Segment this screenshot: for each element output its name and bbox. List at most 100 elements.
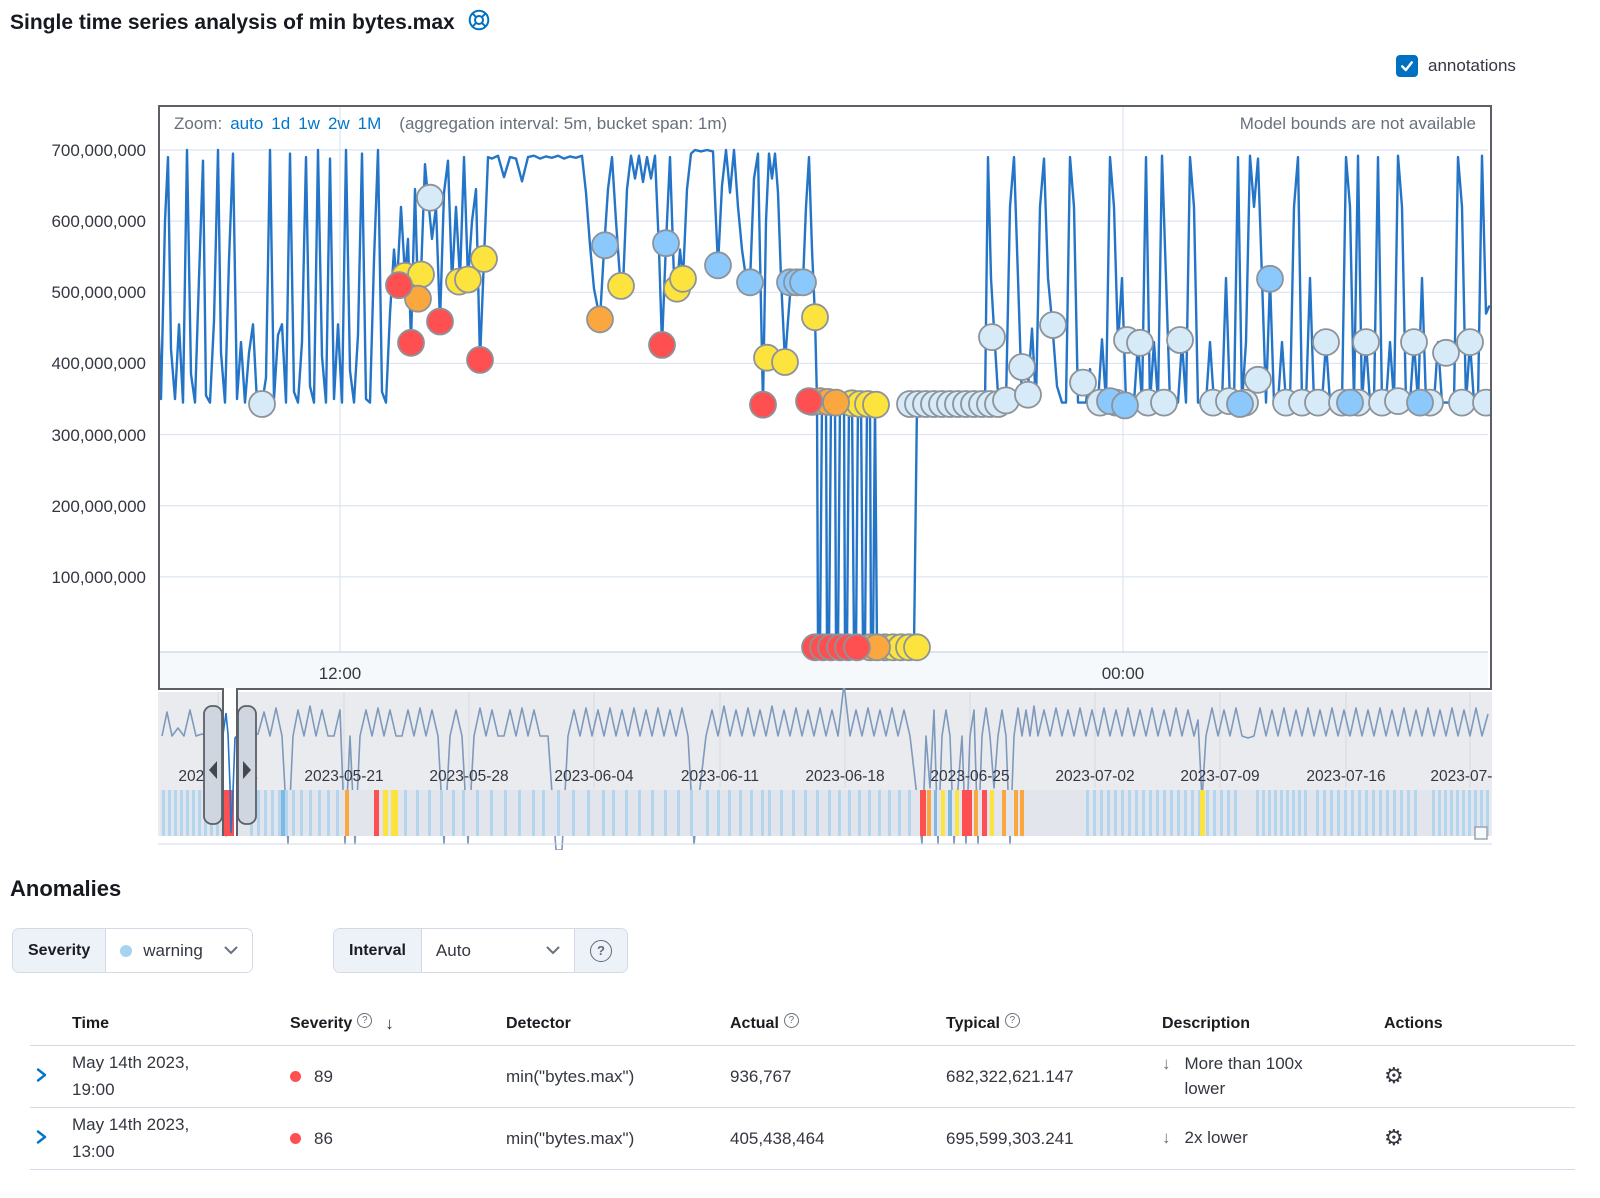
row-expand-button[interactable] [30, 1063, 53, 1090]
context-line [161, 688, 1489, 850]
anomaly-marker-major[interactable] [404, 284, 432, 313]
anomaly-marker-critical[interactable] [397, 328, 425, 357]
anomaly-time: May 14th 2023, 19:00 [72, 1053, 190, 1099]
anomaly-marker-warning[interactable] [736, 268, 764, 297]
y-axis-tick-label: 200,000,000 [51, 496, 146, 516]
anomaly-marker-major[interactable] [822, 388, 850, 417]
zoom-link-1d[interactable]: 1d [271, 114, 291, 133]
sort-desc-icon: ↓ [385, 1013, 394, 1033]
anomaly-marker-low[interactable] [1456, 328, 1484, 357]
anomaly-marker-low[interactable] [1166, 326, 1194, 354]
severity-dot [290, 1071, 301, 1082]
anomaly-marker-low[interactable] [1472, 388, 1490, 417]
anomaly-marker-low[interactable] [1304, 388, 1332, 417]
arrow-down-icon: ↓ [1162, 1128, 1171, 1148]
column-header-description[interactable]: Description [1162, 1014, 1251, 1032]
anomaly-marker-low[interactable] [1039, 311, 1067, 339]
severity-filter-select[interactable]: warning [106, 929, 252, 972]
context-resize-handle[interactable] [1474, 826, 1488, 840]
anomaly-marker-warning[interactable] [704, 251, 732, 280]
anomaly-marker-minor[interactable] [862, 390, 890, 419]
anomaly-marker-warning[interactable] [652, 229, 680, 258]
anomaly-marker-low[interactable] [1448, 388, 1476, 417]
page-title: Single time series analysis of min bytes… [10, 11, 455, 34]
anomaly-marker-minor[interactable] [470, 244, 498, 273]
anomaly-marker-warning[interactable] [1256, 264, 1284, 293]
anomaly-marker-minor[interactable] [771, 348, 799, 376]
chevron-right-icon [36, 1068, 47, 1082]
anomaly-marker-warning[interactable] [591, 231, 619, 260]
anomaly-marker-minor[interactable] [669, 264, 697, 293]
anomaly-marker-critical[interactable] [648, 330, 676, 359]
context-date-label: 2023-06-11 [681, 768, 759, 785]
aggregation-note: (aggregation interval: 5m, bucket span: … [399, 114, 728, 133]
anomaly-marker-low[interactable] [1008, 353, 1036, 381]
anomaly-marker-critical[interactable] [843, 633, 871, 662]
anomaly-marker-low[interactable] [1014, 380, 1042, 409]
zoom-link-2w[interactable]: 2w [327, 114, 350, 133]
anomalies-heading: Anomalies [10, 876, 122, 901]
anomaly-marker-low[interactable] [978, 323, 1006, 352]
annotations-checkbox[interactable] [1396, 55, 1418, 77]
anomaly-marker-warning[interactable] [1226, 390, 1254, 418]
y-axis-tick-label: 500,000,000 [51, 283, 146, 303]
column-header-severity[interactable]: Severity? ↓ [290, 1013, 394, 1033]
severity-filter-label: Severity [13, 929, 107, 972]
anomaly-marker-minor[interactable] [454, 265, 482, 294]
zoom-link-1w[interactable]: 1w [298, 114, 320, 133]
row-actions-gear-button[interactable]: ⚙ [1384, 1125, 1404, 1150]
context-chart[interactable]: 2023-05-142023-05-212023-05-282023-06-04… [158, 688, 1492, 850]
chevron-down-icon [224, 946, 238, 955]
anomaly-swimlane [160, 790, 1489, 836]
anomaly-marker-critical[interactable] [385, 271, 413, 300]
anomaly-marker-minor[interactable] [903, 633, 931, 662]
context-brush-selection[interactable] [222, 688, 238, 836]
anomaly-row: May 14th 2023, 13:00 86 min("bytes.max") 40… [30, 1108, 1575, 1170]
anomaly-marker-critical[interactable] [426, 307, 454, 336]
anomaly-marker-low[interactable] [1244, 365, 1272, 394]
column-header-actual[interactable]: Actual? [730, 1013, 946, 1033]
zoom-link-1M[interactable]: 1M [357, 114, 382, 133]
context-date-label: 2023-06-04 [554, 768, 634, 785]
interval-filter-select[interactable]: Auto [421, 929, 574, 972]
brush-handle-left[interactable] [203, 705, 223, 825]
model-bounds-note: Model bounds are not available [1239, 114, 1476, 133]
column-header-time[interactable]: Time [72, 1014, 110, 1032]
anomaly-marker-critical[interactable] [795, 387, 823, 416]
focus-chart-plot[interactable]: 12:00 00:00 [160, 107, 1490, 688]
anomaly-marker-low[interactable] [1150, 388, 1178, 417]
column-header-typical[interactable]: Typical? [946, 1013, 1162, 1033]
question-in-circle-icon[interactable]: ? [589, 939, 612, 962]
anomaly-marker-low[interactable] [1352, 328, 1380, 357]
context-date-label: 2023-07-02 [1055, 768, 1134, 785]
anomaly-marker-warning[interactable] [1111, 391, 1139, 420]
anomaly-marker-low[interactable] [416, 183, 444, 212]
anomaly-marker-low[interactable] [1126, 328, 1154, 357]
anomaly-marker-warning[interactable] [1336, 388, 1364, 417]
question-in-circle-icon: ? [357, 1013, 373, 1028]
y-axis-tick-label: 600,000,000 [51, 212, 146, 232]
zoom-link-auto[interactable]: auto [230, 114, 264, 133]
context-date-label: 2023-05-28 [429, 768, 508, 785]
anomaly-marker-low[interactable] [1400, 328, 1428, 357]
row-actions-gear-button[interactable]: ⚙ [1384, 1063, 1404, 1088]
anomaly-marker-warning[interactable] [1406, 388, 1434, 417]
anomaly-marker-minor[interactable] [801, 303, 829, 332]
anomaly-marker-critical[interactable] [466, 345, 494, 374]
anomaly-marker-low[interactable] [1069, 368, 1097, 397]
help-icon[interactable] [467, 8, 491, 38]
anomaly-marker-minor[interactable] [607, 271, 635, 300]
anomaly-marker-low[interactable] [1312, 328, 1340, 357]
anomaly-detector: min("bytes.max") [506, 1066, 635, 1086]
context-date-label: 2023-06-25 [930, 768, 1009, 785]
anomaly-severity: 89 [290, 1067, 506, 1087]
anomaly-marker-critical[interactable] [749, 390, 777, 419]
anomaly-marker-major[interactable] [586, 305, 614, 334]
context-date-label: 2023-07-09 [1180, 768, 1259, 785]
column-header-detector[interactable]: Detector [506, 1014, 571, 1032]
brush-handle-right[interactable] [237, 705, 257, 825]
anomaly-marker-low[interactable] [1432, 338, 1460, 367]
row-expand-button[interactable] [30, 1125, 53, 1152]
anomaly-marker-low[interactable] [248, 390, 276, 418]
anomaly-marker-warning[interactable] [789, 268, 817, 297]
